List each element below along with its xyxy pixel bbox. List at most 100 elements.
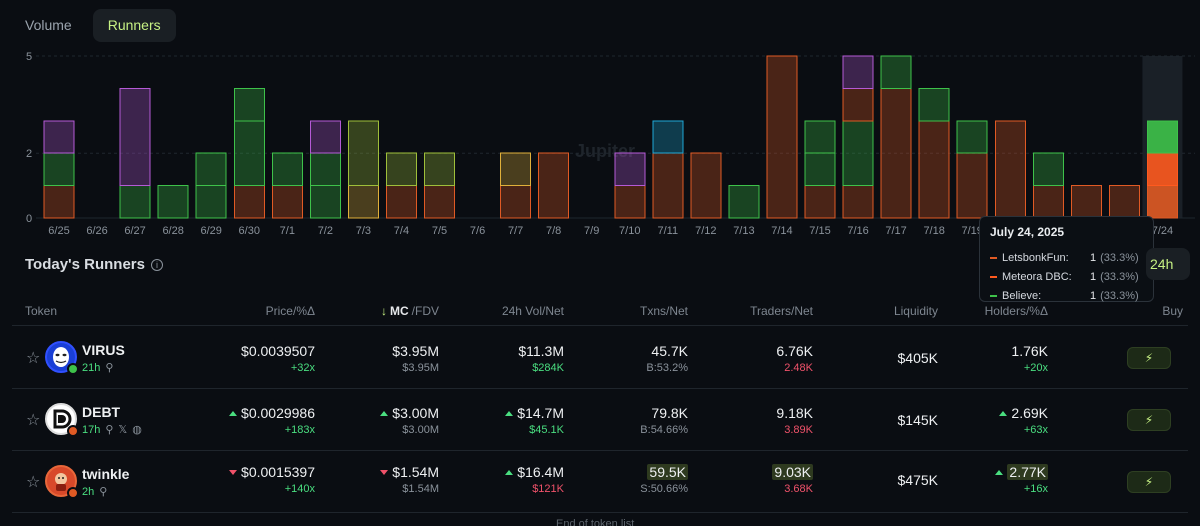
buy-button[interactable]: ⚡ [1127,471,1171,493]
bar-segment-letsbonk[interactable] [880,87,912,219]
bar-segment-believe[interactable] [804,120,836,154]
bar-segment-letsbonk[interactable] [1032,185,1064,219]
bar-segment-letsbonk[interactable] [842,87,874,122]
x-icon[interactable]: 𝕏 [118,424,128,436]
bar-segment-pumpfun[interactable] [385,152,417,187]
up-arrow-icon [380,410,389,416]
x-tick-label: 7/10 [619,225,640,237]
bar-segment-believe[interactable] [195,185,227,219]
bar-segment-pumpfun[interactable] [347,120,379,187]
bar-segment-letsbonk[interactable] [918,120,950,219]
bar-segment-believe[interactable] [880,55,912,89]
bar-segment-moonshot[interactable] [309,120,341,154]
bar-segment-letsbonk[interactable] [271,185,303,219]
star-icon[interactable]: ☆ [26,474,41,491]
table-row[interactable]: ☆ VIRUS 21h ⚲ $0.0039507 +32x $3.95M $3.… [12,327,1188,389]
search-icon[interactable]: ⚲ [105,424,114,436]
bar-segment-believe[interactable] [309,185,341,219]
timeframe-button[interactable]: 24h [1146,248,1190,280]
bar-segment-letsbonk[interactable] [1146,185,1178,219]
mc-value: $1.54M [392,464,439,480]
header-mc-fdv[interactable]: ↓ MC /FDV [381,304,439,318]
bar-segment-moonshot[interactable] [119,87,151,187]
token-name[interactable]: DEBT [82,404,121,420]
bar-segment-believe[interactable] [1032,152,1064,187]
tooltip-series-value: 1 [1090,289,1097,302]
search-icon[interactable]: ⚲ [105,362,114,374]
buy-button[interactable]: ⚡ [1127,347,1171,369]
bar-segment-letsbonk[interactable] [43,185,75,219]
bar-segment-raydium[interactable] [652,120,684,154]
table-row[interactable]: ☆ twinkle 2h ⚲ $0.0015397 +140x $1.54M $… [12,451,1188,513]
bar-segment-believe[interactable] [157,185,189,219]
token-age: 21h [82,361,101,374]
header-txns[interactable]: Txns/Net [639,304,688,318]
token-name[interactable]: twinkle [82,466,130,482]
header-holders[interactable]: Holders/%Δ [984,304,1048,318]
y-tick-label: 0 [26,213,32,225]
bar-segment-letsbonk[interactable] [652,152,684,219]
header-token[interactable]: Token [25,304,58,318]
bar-segment-other[interactable] [347,185,379,219]
bar-segment-letsbonk[interactable] [690,152,722,219]
x-tick-label: 6/27 [124,225,145,237]
bar-segment-believe[interactable] [43,152,75,187]
bar-segment-believe[interactable] [233,87,265,122]
bar-segment-believe[interactable] [309,152,341,187]
bar-segment-letsbonk[interactable] [956,152,988,219]
tooltip-series-name: Meteora DBC: [1002,270,1072,283]
tab-volume[interactable]: Volume [25,17,72,33]
bar-segment-meteora[interactable] [1146,152,1178,187]
bar-segment-believe[interactable] [918,87,950,122]
info-icon[interactable]: i [150,258,163,271]
bar-segment-believe[interactable] [804,152,836,187]
runners-bar-chart: Jupiter 0 2 5 6/25 6/26 6/27 6/28 6/29 6/30 7/1 7/… [26,51,1195,237]
x-tick-label: 7/18 [923,225,944,237]
bar-segment-believe[interactable] [1146,120,1178,154]
bar-segment-moonshot[interactable] [614,152,646,187]
bar-segment-letsbonk[interactable] [842,185,874,219]
traders-net: 3.89K [784,424,813,436]
bar-segment-letsbonk[interactable] [766,55,798,219]
bar-segment-pumpfun[interactable] [424,152,455,187]
globe-icon[interactable]: ◍ [132,424,142,436]
liquidity-value: $475K [897,472,938,488]
header-liquidity[interactable]: Liquidity [893,304,938,318]
bar-segment-moonshot[interactable] [43,120,75,154]
bar-segment-believe[interactable] [956,120,988,154]
bar-segment-believe[interactable] [119,185,151,219]
bar-segment-moonshot[interactable] [842,55,874,89]
x-tick-label: 6/26 [86,225,107,237]
star-icon[interactable]: ☆ [26,412,41,429]
header-price[interactable]: Price/%Δ [265,304,315,318]
traders-net: 2.48K [784,362,813,374]
bar-segment-believe[interactable] [842,120,874,187]
header-volume[interactable]: 24h Vol/Net [501,304,564,318]
bar-segment-letsbonk[interactable] [804,185,836,219]
bar-segment-believe[interactable] [195,152,227,187]
chart-tabs: Volume Runners [10,9,176,42]
bar-segment-letsbonk[interactable] [385,185,417,219]
txns-net: B:53.2% [646,362,688,374]
x-tick-label: 6/25 [48,225,69,237]
bar-segment-believe[interactable] [728,185,760,219]
bar-segment-letsbonk[interactable] [233,185,265,219]
bar-segment-believe[interactable] [271,152,303,187]
bar-segment-believe[interactable] [233,120,265,187]
table-row[interactable]: ☆ DEBT 17h ⚲ 𝕏 ◍ $0.0029986 +183x $3.00M… [12,389,1188,451]
bar-segment-letsbonk[interactable] [538,152,570,219]
header-traders[interactable]: Traders/Net [750,304,813,318]
bar-segment-other[interactable] [500,152,532,187]
buy-button[interactable]: ⚡ [1127,409,1171,431]
bar-segment-letsbonk[interactable] [424,185,455,219]
search-icon[interactable]: ⚲ [99,486,108,498]
tab-runners[interactable]: Runners [92,9,176,42]
token-name[interactable]: VIRUS [82,342,125,358]
star-icon[interactable]: ☆ [26,350,41,367]
bar-segment-letsbonk[interactable] [1070,185,1102,219]
bar-segment-letsbonk[interactable] [614,185,646,219]
bar-segment-letsbonk[interactable] [1108,185,1140,219]
bar-segment-letsbonk[interactable] [500,185,532,219]
bar-segment-letsbonk[interactable] [994,120,1026,219]
mc-value: $3.95M [392,343,439,359]
